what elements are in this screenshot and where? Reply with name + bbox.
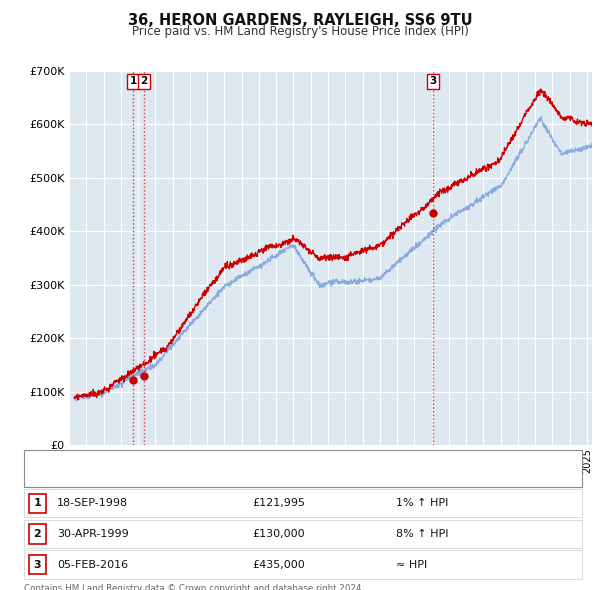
Text: 8% ↑ HPI: 8% ↑ HPI: [396, 529, 449, 539]
Text: 1: 1: [130, 77, 137, 86]
Text: 05-FEB-2016: 05-FEB-2016: [57, 560, 128, 569]
Text: HPI: Average price, detached house, Rochford: HPI: Average price, detached house, Roch…: [66, 472, 305, 482]
Text: £121,995: £121,995: [252, 499, 305, 508]
Text: 2: 2: [34, 529, 41, 539]
Text: £435,000: £435,000: [252, 560, 305, 569]
Text: ——: ——: [33, 454, 49, 467]
Text: 1% ↑ HPI: 1% ↑ HPI: [396, 499, 448, 508]
Text: 36, HERON GARDENS, RAYLEIGH, SS6 9TU: 36, HERON GARDENS, RAYLEIGH, SS6 9TU: [128, 13, 472, 28]
Text: Price paid vs. HM Land Registry's House Price Index (HPI): Price paid vs. HM Land Registry's House …: [131, 25, 469, 38]
Text: 1: 1: [34, 499, 41, 508]
Text: £130,000: £130,000: [252, 529, 305, 539]
Text: Contains HM Land Registry data © Crown copyright and database right 2024.
This d: Contains HM Land Registry data © Crown c…: [24, 584, 364, 590]
Text: 2: 2: [140, 77, 148, 86]
Text: ≈ HPI: ≈ HPI: [396, 560, 427, 569]
Text: 36, HERON GARDENS, RAYLEIGH, SS6 9TU (detached house): 36, HERON GARDENS, RAYLEIGH, SS6 9TU (de…: [66, 455, 380, 465]
Text: 3: 3: [34, 560, 41, 569]
Text: 3: 3: [430, 77, 437, 86]
Text: 18-SEP-1998: 18-SEP-1998: [57, 499, 128, 508]
Text: ——: ——: [33, 471, 49, 484]
Text: 30-APR-1999: 30-APR-1999: [57, 529, 129, 539]
